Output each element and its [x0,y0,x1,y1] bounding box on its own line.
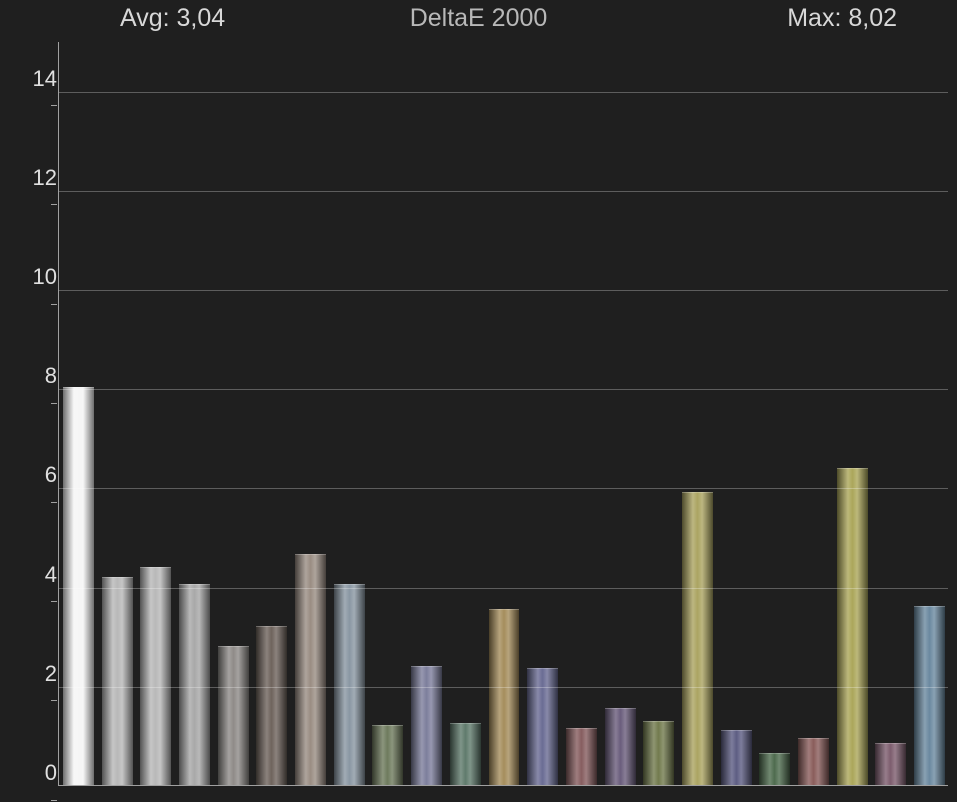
ytick-label: 10 [33,264,59,316]
bar [605,708,636,785]
bar [643,721,674,785]
bar [875,743,906,785]
gridline [59,687,948,688]
gridline [59,290,948,291]
bar [179,584,210,785]
ytick-label: 6 [45,462,59,514]
bar [721,730,752,785]
bar [372,725,403,785]
bar [218,646,249,785]
chart-title: DeltaE 2000 [410,4,548,33]
bar [837,468,868,785]
bar [450,723,481,785]
bar [566,728,597,785]
gridline [59,191,948,192]
deltae-chart: Avg: 3,04 DeltaE 2000 Max: 8,02 02468101… [0,0,957,802]
bar [682,492,713,785]
bar [914,606,945,785]
max-label: Max: 8,02 [787,4,897,33]
chart-header: Avg: 3,04 DeltaE 2000 Max: 8,02 [0,4,957,40]
bar [798,738,829,785]
bar [295,554,326,785]
ytick-label: 14 [33,66,59,118]
bar [411,666,442,785]
ytick-label: 0 [45,760,59,802]
avg-label: Avg: 3,04 [120,4,225,33]
gridline [59,488,948,489]
ytick-label: 2 [45,661,59,713]
gridline [59,389,948,390]
bar [256,626,287,785]
ytick-label: 12 [33,165,59,217]
ytick-label: 8 [45,363,59,415]
ytick-label: 4 [45,562,59,614]
gridline [59,92,948,93]
bars-container [59,42,948,785]
plot-area: 02468101214 [58,42,948,786]
bar [140,567,171,785]
gridline [59,588,948,589]
bar [102,577,133,785]
bar [489,609,520,785]
bar [63,387,94,785]
bar [759,753,790,785]
bar [334,584,365,785]
